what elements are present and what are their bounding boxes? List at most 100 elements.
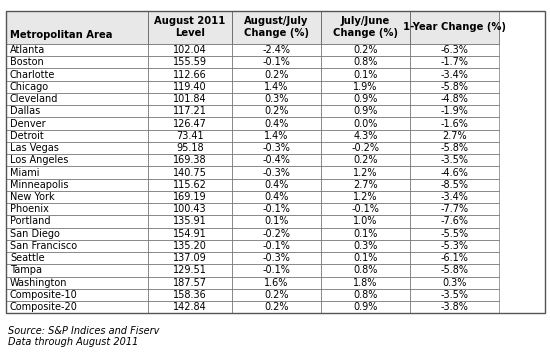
Text: 0.2%: 0.2% [264,302,289,312]
Text: 117.21: 117.21 [173,106,207,116]
Text: 0.9%: 0.9% [353,302,377,312]
Text: -0.4%: -0.4% [262,155,290,165]
Text: 0.8%: 0.8% [353,290,377,300]
Text: -3.4%: -3.4% [441,70,468,80]
Text: 126.47: 126.47 [173,119,207,128]
Text: -4.8%: -4.8% [441,94,468,104]
Text: 1.4%: 1.4% [264,82,289,92]
Text: Data through August 2011: Data through August 2011 [8,337,139,347]
Text: 0.1%: 0.1% [353,253,377,263]
Text: 0.9%: 0.9% [353,94,377,104]
Text: Las Vegas: Las Vegas [10,143,59,153]
Text: Denver: Denver [10,119,46,128]
Text: 112.66: 112.66 [173,70,207,80]
Text: -0.1%: -0.1% [262,241,290,251]
Text: -4.6%: -4.6% [441,168,468,177]
Text: 119.40: 119.40 [173,82,207,92]
Text: Composite-20: Composite-20 [10,302,78,312]
Text: Metropolitan Area: Metropolitan Area [10,30,112,40]
Text: Dallas: Dallas [10,106,40,116]
Text: -5.5%: -5.5% [440,229,468,239]
Text: 0.9%: 0.9% [353,106,377,116]
Text: 0.2%: 0.2% [353,155,377,165]
Text: 0.1%: 0.1% [353,70,377,80]
Text: July/June
Change (%): July/June Change (%) [333,17,398,38]
Text: 73.41: 73.41 [177,131,204,141]
Text: -3.5%: -3.5% [440,290,468,300]
Text: -0.1%: -0.1% [351,204,379,214]
Text: 0.8%: 0.8% [353,57,377,67]
Text: Charlotte: Charlotte [10,70,55,80]
Text: -7.7%: -7.7% [440,204,468,214]
Text: -3.8%: -3.8% [441,302,468,312]
Text: 1-Year Change (%): 1-Year Change (%) [403,22,505,32]
Text: -0.2%: -0.2% [262,229,290,239]
Text: 2.7%: 2.7% [442,131,466,141]
Text: 0.8%: 0.8% [353,265,377,276]
Text: August/July
Change (%): August/July Change (%) [244,17,309,38]
Text: 0.1%: 0.1% [353,229,377,239]
Text: 101.84: 101.84 [173,94,207,104]
Text: -0.3%: -0.3% [262,143,290,153]
Text: 0.2%: 0.2% [264,290,289,300]
Text: 0.2%: 0.2% [264,106,289,116]
Text: Portland: Portland [10,216,51,226]
Text: 135.91: 135.91 [173,216,207,226]
Text: -8.5%: -8.5% [440,180,468,190]
Text: -5.8%: -5.8% [440,265,468,276]
Text: -6.1%: -6.1% [441,253,468,263]
Text: Minneapolis: Minneapolis [10,180,68,190]
Text: 115.62: 115.62 [173,180,207,190]
Text: 2.7%: 2.7% [353,180,378,190]
Text: 169.38: 169.38 [173,155,207,165]
Text: -5.8%: -5.8% [440,82,468,92]
Text: New York: New York [10,192,54,202]
Text: 102.04: 102.04 [173,45,207,55]
Text: -2.4%: -2.4% [262,45,290,55]
Text: -0.3%: -0.3% [262,168,290,177]
Text: -0.1%: -0.1% [262,204,290,214]
Text: 158.36: 158.36 [173,290,207,300]
Text: -7.6%: -7.6% [440,216,468,226]
Text: 100.43: 100.43 [173,204,207,214]
Text: 154.91: 154.91 [173,229,207,239]
Text: Composite-10: Composite-10 [10,290,78,300]
Text: Tampa: Tampa [10,265,42,276]
Text: 137.09: 137.09 [173,253,207,263]
Text: 0.0%: 0.0% [353,119,377,128]
Text: 0.4%: 0.4% [264,180,289,190]
Text: -6.3%: -6.3% [441,45,468,55]
Text: -0.1%: -0.1% [262,57,290,67]
Text: 1.9%: 1.9% [353,82,377,92]
Text: Phoenix: Phoenix [10,204,49,214]
Text: 0.4%: 0.4% [264,119,289,128]
Text: Atlanta: Atlanta [10,45,45,55]
Text: 1.8%: 1.8% [353,278,377,288]
Text: 169.19: 169.19 [173,192,207,202]
Text: -1.7%: -1.7% [440,57,468,67]
Text: -3.4%: -3.4% [441,192,468,202]
Text: 1.2%: 1.2% [353,192,377,202]
Text: 95.18: 95.18 [177,143,204,153]
Text: -5.3%: -5.3% [440,241,468,251]
Text: -3.5%: -3.5% [440,155,468,165]
Text: 0.3%: 0.3% [353,241,377,251]
Text: 0.3%: 0.3% [442,278,466,288]
Text: Los Angeles: Los Angeles [10,155,68,165]
Text: 0.4%: 0.4% [264,192,289,202]
Text: San Diego: San Diego [10,229,60,239]
Text: 135.20: 135.20 [173,241,207,251]
Text: -5.8%: -5.8% [440,143,468,153]
Text: 0.2%: 0.2% [264,70,289,80]
Text: Seattle: Seattle [10,253,45,263]
Text: -0.1%: -0.1% [262,265,290,276]
Text: -0.3%: -0.3% [262,253,290,263]
Text: Cleveland: Cleveland [10,94,58,104]
Text: -0.2%: -0.2% [351,143,379,153]
Text: 140.75: 140.75 [173,168,207,177]
Text: 155.59: 155.59 [173,57,207,67]
Text: 1.0%: 1.0% [353,216,377,226]
Text: Source: S&P Indices and Fiserv: Source: S&P Indices and Fiserv [8,326,159,335]
Text: Detroit: Detroit [10,131,43,141]
Text: Washington: Washington [10,278,68,288]
